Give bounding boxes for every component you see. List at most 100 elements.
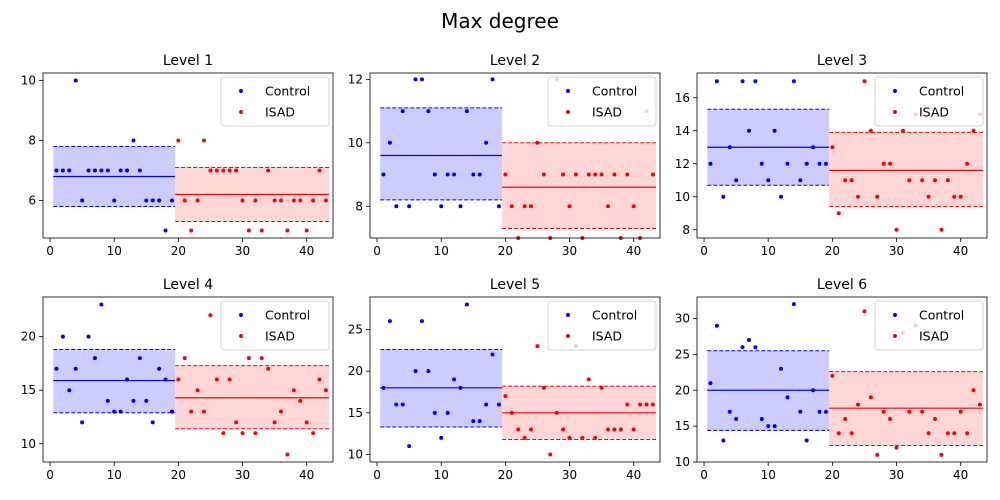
control-point [772,424,777,429]
x-tick-label: 0 [46,244,54,258]
x-tick-label: 0 [700,244,708,258]
isad-point [612,172,617,177]
isad-point [195,388,200,393]
legend-label: ISAD [265,329,295,344]
legend: Control ISAD [220,300,330,351]
control-point [125,168,130,173]
isad-point [593,435,598,440]
control-point [452,172,457,177]
isad-point [529,427,534,432]
control-point [798,409,803,414]
isad-point [836,431,841,436]
isad-point [631,427,636,432]
isad-point [182,198,187,203]
isad-point [561,427,566,432]
control-point [426,369,431,374]
control-point [131,398,136,403]
legend-label: Control [265,308,310,323]
isad-point [189,409,194,414]
subplot-level-6: Level 6 0 10 20 30 40 10 15 20 25 30 Control ISAD [675,277,988,482]
subplot-level-3: Level 3 0 10 20 30 40 8 10 12 14 16 Control ISAD [675,53,988,258]
y-tick-label: 10 [675,190,690,204]
control-point [727,145,732,150]
isad-point [849,178,854,183]
control-point [86,168,91,173]
isad-point [535,140,540,145]
control-point [811,388,816,393]
control-point [452,377,457,382]
control-point [413,369,418,374]
isad-point [259,356,264,361]
isad-point [894,227,899,232]
isad-point [894,445,899,450]
control-point [804,161,809,166]
control-point [496,204,501,209]
subplot-title: Level 5 [490,277,540,293]
isad-point [945,431,950,436]
legend-label: ISAD [265,105,295,120]
legend-label: ISAD [592,105,622,120]
axes-frame [369,296,661,463]
control-point [464,109,469,114]
legend-marker [239,110,243,114]
x-tick-label: 10 [761,244,776,258]
control-point [439,435,444,440]
isad-point [189,228,194,233]
control-point [484,402,489,407]
isad-point [862,309,867,314]
control-point [439,204,444,209]
control-point [785,161,790,166]
isad-point [644,402,649,407]
x-tick-label: 40 [299,244,314,258]
control-point [458,385,463,390]
control-point [445,410,450,415]
isad-point [291,198,296,203]
isad-point [195,198,200,203]
legend-marker [239,313,243,317]
control-point [721,438,726,443]
control-point [144,398,149,403]
isad-point [266,168,271,173]
isad-point [509,204,514,209]
control-point [817,409,822,414]
subplot-level-1: Level 1 0 10 20 30 40 6 8 10 Control ISAD [21,53,334,258]
x-tick-label: 10 [434,244,449,258]
y-tick-label: 8 [355,199,363,213]
axes-frame [696,296,988,463]
control-point [708,161,713,166]
isad-point [868,395,873,400]
legend-marker [893,89,897,93]
isad-point [516,427,521,432]
control-point [721,194,726,199]
control-point [387,319,392,324]
legend-label: Control [919,308,964,323]
legend-label: ISAD [919,329,949,344]
legend-box [220,76,330,127]
control-point [753,79,758,84]
x-tick-label: 20 [171,244,186,258]
control-point [798,178,803,183]
isad-point [317,377,322,382]
legend: Control ISAD [547,300,657,351]
isad-point [208,313,213,318]
isad-point [253,431,258,436]
isad-point [830,373,835,378]
y-tick-label: 10 [348,136,363,150]
y-tick-label: 20 [21,330,36,344]
control-point [157,366,162,371]
legend-marker [566,110,570,114]
isad-point [599,172,604,177]
isad-point [208,168,213,173]
subplot-title: Level 1 [163,53,213,69]
isad-point [202,409,207,414]
isad-point [323,388,328,393]
control-point [708,381,713,386]
control-point [759,161,764,166]
x-tick-label: 0 [373,244,381,258]
control-point [714,79,719,84]
control-point [791,302,796,307]
isad-point [958,194,963,199]
control-point [484,140,489,145]
isad-point [285,228,290,233]
